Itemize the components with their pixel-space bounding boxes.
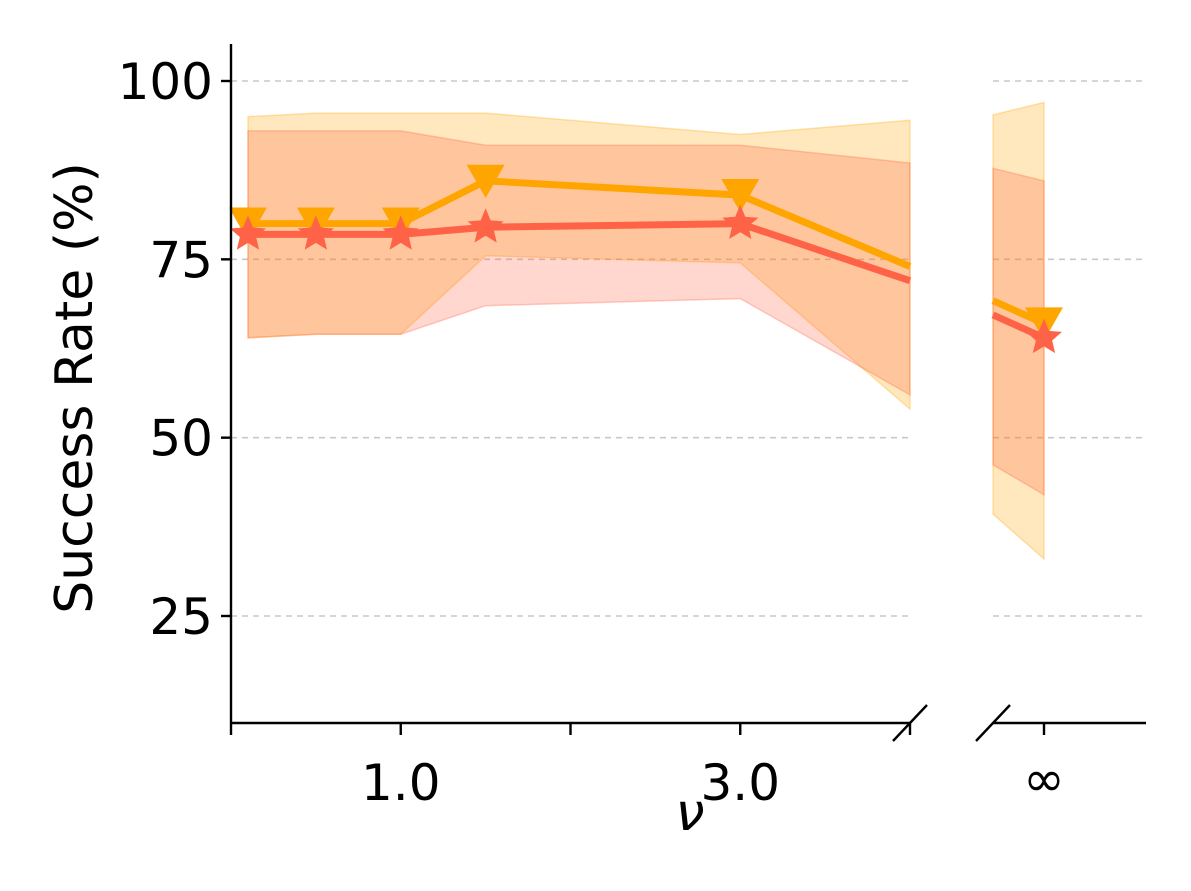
series-markers [228, 164, 1063, 354]
y-tick-label: 50 [149, 410, 213, 468]
triangle-down-marker [466, 164, 505, 198]
axes [221, 44, 1146, 742]
y-tick-label: 100 [118, 53, 213, 111]
axis-break-mark [975, 704, 1011, 742]
x-tick-label-infinity: ∞ [1023, 750, 1065, 808]
y-tick-label: 25 [149, 588, 213, 646]
confidence-band [247, 130, 911, 397]
y-axis-title: Success Rate (%) [45, 162, 105, 614]
star-marker [1025, 318, 1063, 354]
star-marker [297, 215, 334, 250]
confidence-band [992, 101, 1045, 561]
tick-labels: 25 50 75 100 1.0 3.0 ∞ [118, 53, 1065, 812]
grid-lines [231, 80, 1146, 617]
series-line [247, 220, 912, 285]
x-tick-label: 3.0 [700, 754, 780, 812]
star-marker [467, 208, 504, 243]
star-marker [722, 204, 759, 240]
triangle-down-marker [721, 178, 760, 213]
x-tick-label: 1.0 [361, 754, 441, 812]
confidence-band [992, 167, 1045, 497]
confidence-bands [247, 101, 1045, 561]
star-marker [229, 215, 267, 250]
star-marker [382, 215, 419, 250]
x-axis-title: ν [675, 783, 704, 843]
series-line [247, 177, 912, 270]
y-tick-label: 75 [149, 231, 213, 289]
